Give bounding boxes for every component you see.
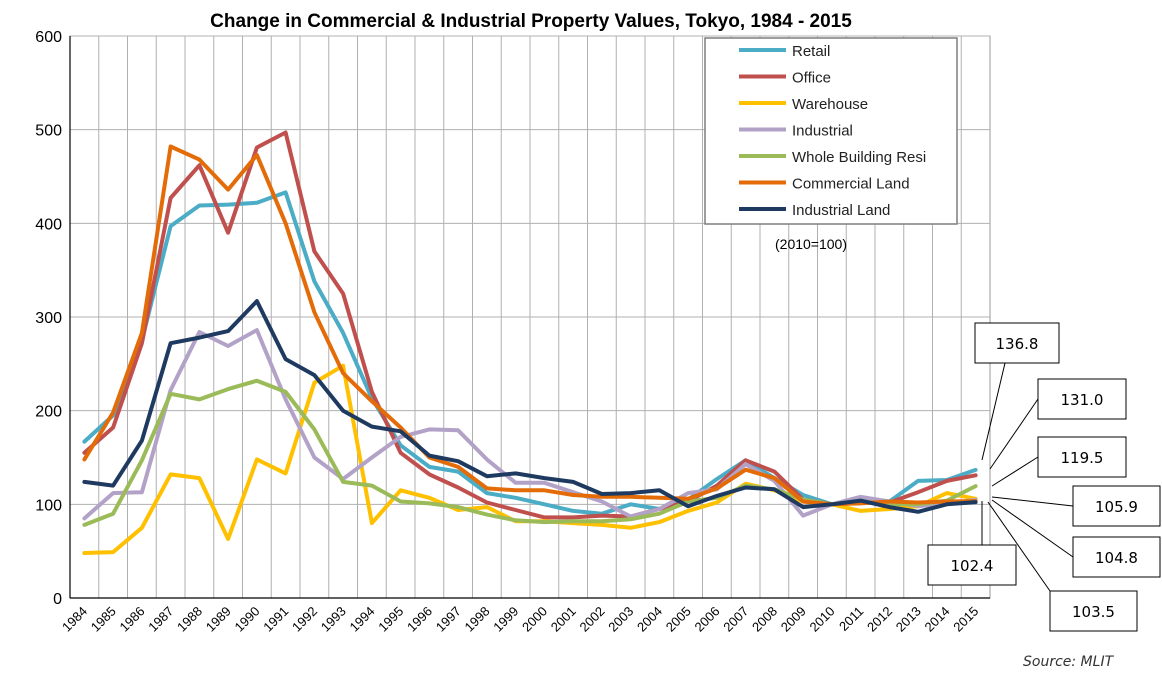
legend-label-warehouse: Warehouse <box>792 96 868 113</box>
callout-label: 105.9 <box>1095 498 1138 516</box>
callout-box <box>927 544 1017 586</box>
callout-box <box>1072 485 1161 527</box>
callout-label: 104.8 <box>1095 549 1138 567</box>
callout-box <box>1037 436 1127 478</box>
legend-label-industrial-land: Industrial Land <box>792 202 890 219</box>
callout-box <box>974 322 1060 364</box>
callout-leader <box>991 456 1039 487</box>
legend-label-office: Office <box>792 70 831 87</box>
legend-label-commercial-land: Commercial Land <box>792 176 910 193</box>
legend-label-industrial: Industrial <box>792 123 853 140</box>
y-tick-label: 200 <box>35 404 62 421</box>
callout-label: 136.8 <box>996 335 1039 353</box>
y-tick-label: 0 <box>53 591 62 608</box>
y-tick-label: 300 <box>35 310 62 327</box>
chart-title: Change in Commercial & Industrial Proper… <box>210 11 852 32</box>
base-year-note: (2010=100) <box>775 236 847 252</box>
callout-box <box>1049 590 1138 632</box>
legend: Retail Office Warehouse Industrial Whole Bui… <box>704 37 958 225</box>
callout-leader <box>981 362 1006 461</box>
callout-leader <box>987 501 1051 592</box>
value-callouts: 136.8 131.0 119.5 105.9 104.8 103.5 102.4 <box>927 322 1161 632</box>
y-tick-label: 600 <box>35 29 62 46</box>
y-tick-label: 100 <box>35 497 62 514</box>
callout-box <box>1037 378 1127 420</box>
legend-label-retail: Retail <box>792 43 830 60</box>
callout-leader <box>989 398 1039 470</box>
source-note: Source: MLIT <box>1023 654 1115 670</box>
callout-leader <box>991 496 1074 507</box>
callout-label: 102.4 <box>951 557 994 575</box>
callout-label: 119.5 <box>1061 449 1104 467</box>
callout-leader <box>991 499 1074 558</box>
callout-box <box>1072 536 1161 578</box>
series-lines <box>82 130 978 555</box>
legend-label-whole-building-resi: Whole Building Resi <box>792 149 926 166</box>
y-tick-label: 400 <box>35 216 62 233</box>
callout-label: 131.0 <box>1061 391 1104 409</box>
series-line-industrial-land <box>82 299 978 514</box>
y-tick-label: 500 <box>35 123 62 140</box>
callout-label: 103.5 <box>1072 603 1115 621</box>
